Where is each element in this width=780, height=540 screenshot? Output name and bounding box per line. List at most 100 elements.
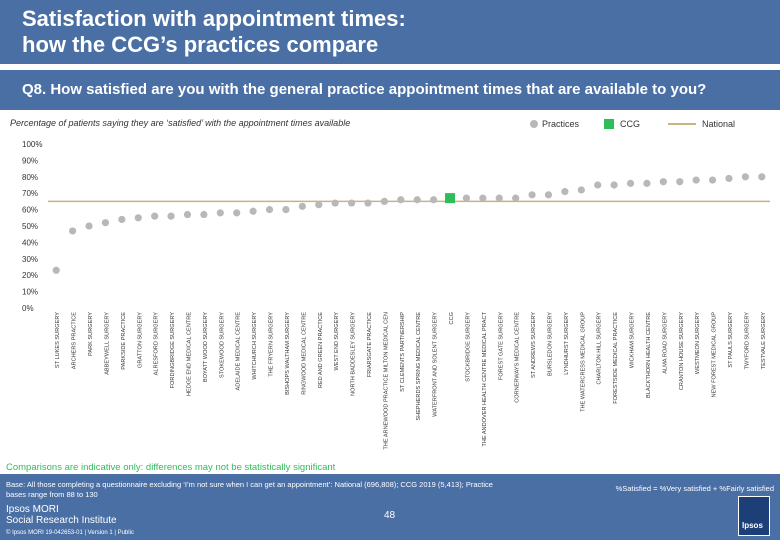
x-label-practice: FRIARSGATE PRACTICE [367,312,373,377]
practice-point [676,178,684,186]
y-tick-label: 10% [22,288,38,297]
y-tick-label: 40% [22,238,38,247]
chart-subtitle: Percentage of patients saying they are ‘… [10,118,351,128]
practice-point [594,181,602,189]
x-label-practice: PARKSIDE PRACTICE [121,312,127,370]
practice-point [430,196,438,204]
practice-point [659,178,667,186]
practice-point [298,202,306,210]
x-label-practice: TWYFORD SURGERY [744,312,750,370]
x-label-practice: WEST END SURGERY [334,312,340,371]
legend-national-line [668,123,696,125]
practice-point [512,194,520,202]
x-label-practice: ALRESFORD SURGERY [154,312,160,376]
x-label-ccg: CCG [449,312,455,324]
x-label-practice: BURSLEDON SURGERY [547,312,553,376]
practice-point [725,174,733,183]
page-title: Satisfaction with appointment times: how… [22,6,406,57]
practice-point [561,187,569,196]
base-text: Base: All those completing a questionnai… [6,480,493,499]
legend-ccg-swatch [604,119,614,129]
x-label-practice: NEW FOREST MEDICAL GROUP [712,312,718,398]
x-label-practice: WESTMEON SURGERY [695,312,701,374]
practice-point [85,222,93,230]
legend-practice-marker [530,120,538,128]
practice-point [151,212,159,220]
practice-point [462,194,471,202]
practice-point [692,176,700,184]
x-label-practice: GRATTON SURGERY [137,312,143,368]
practice-point [758,173,766,181]
x-label-practice: HEDGE END MEDICAL CENTRE [186,312,192,396]
legend-ccg-label: CCG [620,119,640,129]
x-label-practice: FOREST GATE SURGERY [498,312,504,380]
chart-legend: Practices CCG National [520,117,770,131]
x-label-practice: BLACKTHORN HEALTH CENTRE [646,312,652,398]
x-label-practice: ST PAULS SURGERY [728,312,734,368]
x-label-practice: ALMA ROAD SURGERY [662,312,668,374]
y-tick-label: 20% [22,271,38,280]
x-label-practice: WATERFRONT AND SOLENT SURGERY [433,312,439,417]
practice-point [52,266,60,274]
practice-point [183,210,192,219]
practice-point [331,199,339,207]
practice-point [118,215,126,224]
y-tick-label: 80% [22,173,38,182]
practice-point [643,179,651,187]
ipsos-badge-logo: Ipsos [738,496,770,536]
practice-point [315,201,323,209]
ipsos-badge-text: Ipsos [742,521,763,530]
y-tick-label: 0% [22,304,34,313]
practice-point [200,210,208,219]
practice-point [528,191,536,199]
footer-bar: Base: All those completing a questionnai… [0,474,780,540]
question-bar: Q8. How satisfied are you with the gener… [0,70,780,110]
practice-point [741,173,749,181]
practice-point [380,197,388,205]
practice-point [249,207,257,215]
x-label-practice: BISHOPS WALTHAM SURGERY [285,312,291,395]
x-label-practice: RED AND GREEN PRACTICE [318,312,324,388]
practice-point [626,179,635,187]
x-label-practice: CORNERWAYS MEDICAL CENTRE [515,312,521,403]
legend-national-label: National [702,119,736,129]
practice-point [479,194,487,202]
ccg-marker [445,193,456,204]
practice-point [134,214,142,222]
x-label-practice: FORESTSIDE MEDICAL PRACTICE [613,312,619,404]
practice-point [544,191,553,199]
x-label-practice: STOKEWOOD SURGERY [219,312,225,378]
job-reference: © Ipsos MORI 19-042653-01 | Version 1 | … [6,530,134,536]
x-label-practice: THE ANDOVER HEALTH CENTRE MEDICAL PRACT [482,311,488,446]
x-label-practice: ST ANDREWS SURGERY [531,312,537,378]
x-label-practice: ST LUKES SURGERY [55,312,61,368]
x-label-practice: TESTVALE SURGERY [761,312,767,370]
legend-practices-label: Practices [542,119,580,129]
x-label-practice: SHEPHERDS SPRING MEDICAL CENTRE [416,312,422,421]
x-label-practice: LYNDHURST SURGERY [564,312,570,375]
y-tick-label: 70% [22,189,38,198]
x-label-practice: CHARLTON HILL SURGERY [597,312,603,385]
practice-point [610,181,618,189]
y-tick-label: 90% [22,156,38,165]
y-tick-label: 50% [22,222,38,231]
x-label-practice: THE FRYERN SURGERY [269,312,275,377]
x-label-practice: RINGWOOD MEDICAL CENTRE [301,312,307,395]
practice-point [708,176,717,184]
x-label-practice: NORTH BADDESLEY SURGERY [351,312,357,396]
practice-point [397,196,405,204]
practice-point [265,206,274,214]
header-bar: Satisfaction with appointment times: how… [0,0,780,64]
x-label-practice: ST CLEMENTS PARTNERSHIP [400,312,406,392]
x-label-practice: ADELAIDE MEDICAL CENTRE [236,312,242,391]
question-text: Q8. How satisfied are you with the gener… [22,81,707,98]
x-label-practice: WICKHAM SURGERY [630,312,636,368]
x-label-practice: BOYATT WOOD SURGERY [203,312,209,382]
practice-point [101,219,110,227]
practice-point [495,194,503,202]
practice-point [347,199,356,207]
practice-point [233,209,241,217]
y-tick-label: 60% [22,206,38,215]
practice-point [167,212,175,220]
y-tick-label: 100% [22,140,42,149]
